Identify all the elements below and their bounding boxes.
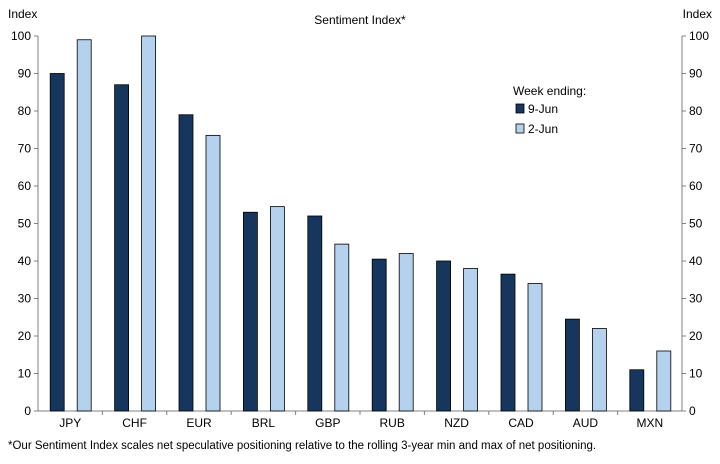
x-category-label: GBP	[315, 416, 340, 430]
legend-swatch	[515, 123, 525, 134]
bar-2-jun-gbp	[334, 243, 350, 412]
bar-9-jun-rub	[371, 258, 387, 412]
right-y-tick-label: 20	[689, 329, 703, 343]
bar-2-jun-chf	[141, 35, 157, 412]
left-y-tick-label: 30	[18, 292, 32, 306]
bar-2-jun-mxn	[656, 350, 672, 412]
right-y-tick-label: 30	[689, 292, 703, 306]
legend-label: 9-Jun	[528, 102, 558, 116]
legend-swatch	[515, 103, 525, 114]
bar-2-jun-aud	[592, 328, 607, 412]
footnote: *Our Sentiment Index scales net speculat…	[8, 440, 596, 452]
x-category-label: CHF	[122, 416, 147, 430]
bar-9-jun-gbp	[307, 215, 323, 412]
bar-2-jun-nzd	[463, 268, 479, 412]
right-y-tick-label: 0	[689, 404, 696, 418]
right-y-tick-label: 50	[689, 217, 703, 231]
right-y-tick-label: 70	[689, 142, 703, 156]
left-y-tick-label: 10	[18, 367, 32, 381]
bar-9-jun-cad	[500, 273, 516, 412]
x-category-label: CAD	[508, 416, 534, 430]
bar-9-jun-chf	[114, 84, 129, 412]
legend: Week ending: 9-Jun 2-Jun	[513, 84, 586, 136]
bar-2-jun-rub	[398, 253, 414, 412]
right-y-tick-label: 10	[689, 367, 703, 381]
bar-9-jun-mxn	[629, 369, 645, 412]
left-y-tick-label: 0	[24, 404, 31, 418]
left-y-tick-label: 40	[18, 254, 32, 268]
left-y-tick-label: 100	[11, 29, 31, 43]
bars-group	[49, 35, 672, 412]
category-labels-group: JPY CHF EUR BRL GBP RUB NZD CAD AUD MXN	[59, 416, 663, 430]
right-y-tick-label: 40	[689, 254, 703, 268]
bar-9-jun-jpy	[49, 73, 65, 412]
right-y-tick-label: 100	[689, 29, 709, 43]
bar-2-jun-jpy	[76, 39, 92, 412]
bar-9-jun-eur	[178, 114, 194, 412]
x-category-label: EUR	[186, 416, 212, 430]
legend-title: Week ending:	[513, 84, 586, 98]
x-category-label: MXN	[636, 416, 663, 430]
left-y-tick-label: 70	[18, 142, 32, 156]
x-category-label: JPY	[59, 416, 81, 430]
left-y-tick-label: 20	[18, 329, 32, 343]
bar-2-jun-cad	[527, 283, 543, 412]
right-y-tick-label: 60	[689, 179, 703, 193]
left-y-tick-label: 50	[18, 217, 32, 231]
x-category-label: BRL	[252, 416, 276, 430]
bar-9-jun-aud	[565, 318, 580, 412]
right-y-tick-label: 80	[689, 104, 703, 118]
x-category-label: AUD	[573, 416, 599, 430]
left-y-tick-label: 80	[18, 104, 32, 118]
legend-label: 2-Jun	[528, 122, 558, 136]
right-y-tick-label: 90	[689, 67, 703, 81]
bar-9-jun-brl	[242, 211, 258, 412]
left-y-tick-label: 90	[18, 67, 32, 81]
bar-9-jun-nzd	[436, 260, 452, 412]
x-category-label: NZD	[444, 416, 469, 430]
x-category-label: RUB	[380, 416, 405, 430]
bar-2-jun-brl	[269, 206, 285, 412]
left-axis-label: Index	[8, 7, 37, 21]
right-axis-label: Index	[683, 7, 712, 21]
chart-title: Sentiment Index*	[314, 13, 406, 27]
bar-2-jun-eur	[205, 134, 221, 412]
left-y-tick-label: 60	[18, 179, 32, 193]
